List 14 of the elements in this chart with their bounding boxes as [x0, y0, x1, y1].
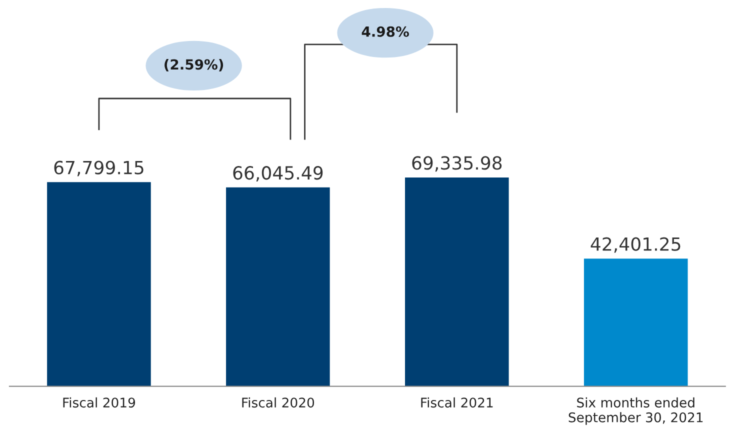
- bar: [47, 182, 151, 386]
- x-tick-label: Six months ended September 30, 2021: [568, 397, 703, 425]
- text: (2.59%): [164, 58, 224, 72]
- data-label: 42,401.25: [590, 237, 680, 253]
- data-label: 66,045.49: [233, 166, 323, 182]
- text: 4.98%: [362, 26, 409, 37]
- x-tick-label: Fiscal 2020: [242, 397, 314, 408]
- bar: [226, 187, 330, 386]
- bar: [405, 177, 509, 386]
- x-tick-label: Fiscal 2019: [63, 397, 136, 408]
- data-label: 67,799.15: [54, 160, 144, 176]
- data-label: 69,335.98: [412, 156, 502, 172]
- bar: [584, 258, 688, 386]
- x-tick-label: Fiscal 2021: [421, 397, 493, 408]
